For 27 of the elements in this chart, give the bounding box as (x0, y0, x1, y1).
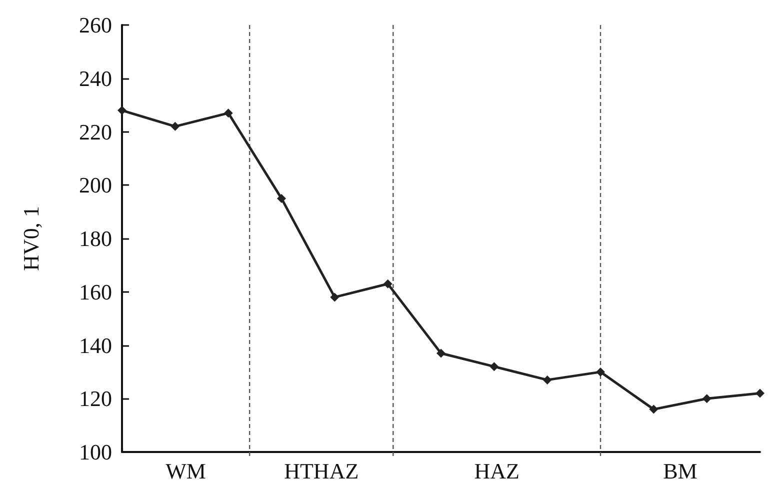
y-tick-label: 140 (79, 332, 112, 358)
point (702, 394, 712, 404)
text: BM (663, 458, 698, 484)
y-tick-label: 240 (79, 66, 112, 91)
point (330, 292, 340, 302)
y-tick-label: 120 (79, 386, 112, 412)
point (490, 362, 499, 372)
point (542, 375, 552, 384)
y-tick-label: 160 (79, 279, 112, 304)
text: WM (166, 458, 206, 484)
point (118, 106, 126, 115)
y-tick-label: 220 (79, 119, 112, 144)
point (170, 122, 180, 131)
point (436, 348, 446, 358)
point (383, 279, 392, 288)
point (756, 388, 764, 398)
point (649, 404, 658, 414)
y-tick-label: 100 (79, 440, 112, 464)
y-tick-label: 260 (79, 12, 112, 38)
point (277, 194, 286, 203)
text: HTHAZ (284, 458, 359, 484)
y-axis-title: HV0, 1 (18, 206, 44, 271)
y-tick-label: 180 (79, 226, 112, 251)
point (224, 108, 233, 118)
text: HAZ (474, 458, 520, 484)
point (596, 367, 605, 376)
y-tick-label: 200 (79, 172, 112, 198)
